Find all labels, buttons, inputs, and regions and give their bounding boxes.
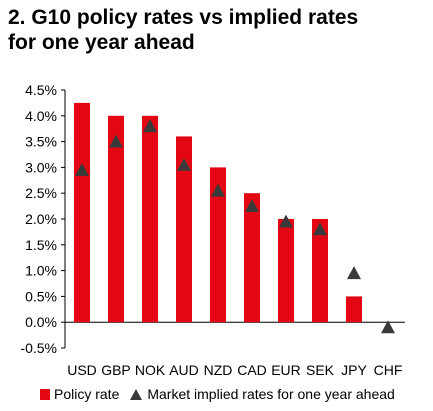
- marker-sek: [313, 222, 327, 236]
- marker-usd: [75, 162, 89, 176]
- marker-eur: [279, 214, 293, 228]
- y-tick-label: 1.0%: [25, 263, 57, 279]
- x-tick-label: AUD: [169, 362, 199, 378]
- x-tick-label: CAD: [237, 362, 267, 378]
- marker-aud: [177, 157, 191, 171]
- legend-label-market-implied: Market implied rates for one year ahead: [147, 386, 395, 402]
- y-tick-label: 3.0%: [25, 159, 57, 175]
- legend-item-market-implied: Market implied rates for one year ahead: [119, 386, 395, 402]
- x-tick-label: EUR: [271, 362, 301, 378]
- legend-item-policy-rate: Policy rate: [40, 386, 119, 402]
- bar-gbp: [108, 115, 124, 323]
- y-tick-label: 2.0%: [25, 211, 57, 227]
- bar-eur: [278, 219, 294, 323]
- bar-jpy: [346, 296, 362, 323]
- y-tick-label: 0.0%: [25, 314, 57, 330]
- y-tick-label: 3.5%: [25, 134, 57, 150]
- bar-aud: [176, 136, 192, 323]
- legend-swatch-policy-rate: [40, 388, 50, 400]
- bar-usd: [74, 102, 90, 323]
- marker-nok: [143, 119, 157, 133]
- y-tick-label: 1.5%: [25, 237, 57, 253]
- marker-nzd: [211, 183, 225, 197]
- y-tick-label: 4.5%: [25, 82, 57, 98]
- bar-cad: [244, 193, 260, 323]
- y-tick-label: 4.0%: [25, 108, 57, 124]
- y-tick-label: -0.5%: [20, 340, 57, 356]
- chart-legend: Policy rate Market implied rates for one…: [40, 384, 395, 404]
- bar-nok: [142, 115, 158, 323]
- chart-title-line-1: 2. G10 policy rates vs implied rates: [8, 6, 359, 29]
- chart-title-line-2: for one year ahead: [8, 31, 195, 54]
- x-tick-label: USD: [67, 362, 97, 378]
- x-tick-label: NOK: [135, 362, 166, 378]
- marker-gbp: [109, 134, 123, 148]
- legend-swatch-market-implied: [130, 388, 143, 400]
- x-tick-label: GBP: [101, 362, 131, 378]
- x-tick-label: SEK: [306, 362, 335, 378]
- bar-nzd: [210, 167, 226, 323]
- chart-title: 2. G10 policy rates vs implied rates for…: [8, 5, 428, 55]
- y-tick-label: 0.5%: [25, 288, 57, 304]
- bar-sek: [312, 219, 328, 323]
- marker-cad: [245, 199, 259, 213]
- y-tick-label: 2.5%: [25, 185, 57, 201]
- marker-jpy: [347, 266, 361, 280]
- legend-label-policy-rate: Policy rate: [54, 386, 120, 402]
- x-tick-label: JPY: [341, 362, 367, 378]
- marker-chf: [381, 320, 395, 334]
- x-tick-label: CHF: [374, 362, 403, 378]
- x-tick-label: NZD: [204, 362, 233, 378]
